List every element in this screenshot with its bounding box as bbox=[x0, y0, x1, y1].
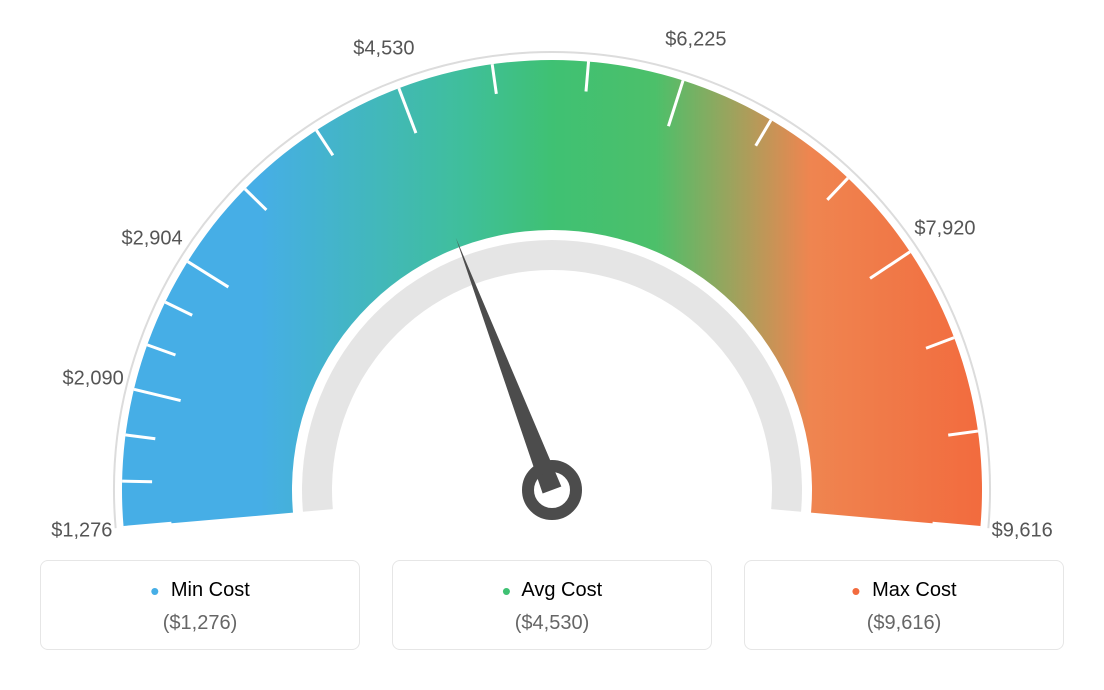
gauge-chart: $1,276 $2,090 $2,904 $4,530 $6,225 $7,920 $9,6… bbox=[20, 20, 1084, 540]
legend-title-text: Avg Cost bbox=[521, 579, 602, 601]
legend-title-avg: • Avg Cost bbox=[403, 579, 701, 602]
gauge-tick-label: $4,530 bbox=[353, 37, 414, 60]
legend-value-avg: ($4,530) bbox=[403, 612, 701, 635]
legend-row: • Min Cost ($1,276) • Avg Cost ($4,530) … bbox=[20, 560, 1084, 650]
legend-card-max: • Max Cost ($9,616) bbox=[744, 560, 1064, 650]
legend-title-max: • Max Cost bbox=[755, 579, 1053, 602]
gauge-tick-label: $9,616 bbox=[992, 520, 1053, 543]
gauge-tick-label: $2,904 bbox=[122, 228, 183, 251]
dot-icon: • bbox=[851, 576, 860, 606]
gauge-tick-label: $7,920 bbox=[914, 217, 975, 240]
legend-card-avg: • Avg Cost ($4,530) bbox=[392, 560, 712, 650]
legend-title-text: Max Cost bbox=[872, 579, 956, 601]
legend-card-min: • Min Cost ($1,276) bbox=[40, 560, 360, 650]
gauge-svg bbox=[20, 20, 1084, 540]
legend-value-min: ($1,276) bbox=[51, 612, 349, 635]
legend-value-max: ($9,616) bbox=[755, 612, 1053, 635]
gauge-tick-label: $1,276 bbox=[51, 520, 112, 543]
gauge-tick-label: $6,225 bbox=[665, 29, 726, 52]
legend-title-min: • Min Cost bbox=[51, 579, 349, 602]
gauge-tick-label: $2,090 bbox=[63, 368, 124, 391]
dot-icon: • bbox=[502, 576, 511, 606]
legend-title-text: Min Cost bbox=[171, 579, 250, 601]
dot-icon: • bbox=[150, 576, 159, 606]
